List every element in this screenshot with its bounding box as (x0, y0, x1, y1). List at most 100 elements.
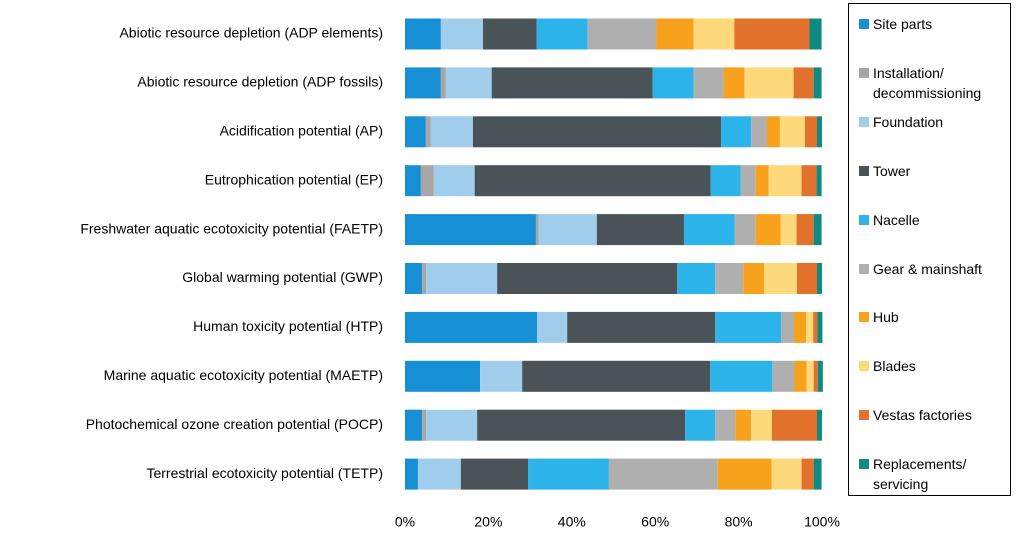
legend-label: Foundation (873, 113, 944, 130)
bar-segment (813, 311, 818, 343)
bar-segment (497, 263, 678, 294)
bar-segment (417, 458, 461, 490)
bar-segment (813, 67, 822, 99)
legend-label: Blades (873, 358, 916, 375)
legend-label: Replacements/ servicing (873, 456, 967, 493)
bar-segment (405, 311, 538, 343)
bar-segment (405, 263, 423, 294)
bar-segment (656, 18, 694, 50)
legend-swatch (859, 410, 869, 421)
legend-swatch (859, 312, 869, 323)
legend-item: Nacelle (859, 210, 1009, 230)
bar-segment (817, 311, 823, 343)
bar-segment (717, 458, 772, 490)
legend-swatch (859, 263, 869, 274)
bar-segment (405, 165, 421, 197)
bar-segment (474, 165, 711, 197)
bar-segment (460, 458, 529, 490)
bar-segment (405, 18, 441, 50)
legend-label: Installation/ decommissioning (873, 64, 982, 101)
bar-segment (685, 409, 716, 441)
bar-segment (793, 67, 814, 99)
bar-segment (794, 360, 807, 392)
bar-segment (715, 263, 744, 294)
x-tick-label: 20% (474, 514, 502, 530)
y-tick-label: Marine aquatic ecotoxicity potential (MA… (104, 367, 383, 383)
bar-segment (768, 165, 802, 197)
bar-segment (721, 116, 752, 148)
bar-segment (715, 311, 782, 343)
bar-segment (405, 67, 441, 99)
bar-segment (433, 165, 475, 197)
bar-segment (771, 458, 802, 490)
bar-segment (801, 458, 814, 490)
bar-segment (801, 165, 817, 197)
bar-segment (480, 360, 523, 392)
y-tick-label: Human toxicity potential (HTP) (193, 318, 383, 334)
bar-segment (755, 165, 769, 197)
bar-segment (779, 116, 805, 148)
bar-segment (652, 67, 694, 99)
bar-segment (772, 360, 795, 392)
bar-segment (734, 18, 810, 50)
y-tick-label: Freshwater aquatic ecotoxicity potential… (80, 220, 383, 236)
legend-swatch (859, 165, 869, 176)
legend-item: Gear & mainshaft (859, 259, 1009, 279)
bar-segment (710, 165, 741, 197)
bar-segment (440, 67, 446, 99)
bar-segment (405, 458, 418, 490)
y-tick-label: Abiotic resource depletion (ADP elements… (119, 25, 383, 41)
x-tick-label: 60% (641, 514, 669, 530)
bar-segment (405, 409, 423, 441)
bar-segment (796, 263, 817, 294)
bar-segment (751, 116, 767, 148)
bar-segment (755, 214, 781, 246)
bar-segment (608, 458, 718, 490)
bar-segment (734, 214, 756, 246)
legend-swatch (859, 67, 869, 78)
bar-segment (430, 116, 473, 148)
bar-segment (796, 214, 814, 246)
legend-swatch (859, 459, 869, 470)
bar-segment (536, 18, 588, 50)
x-tick-label: 0% (395, 514, 415, 530)
bar-segment (710, 360, 773, 392)
bar-segment (683, 214, 735, 246)
bar-segment (813, 458, 822, 490)
bar-segment (813, 360, 818, 392)
bar-segment (482, 18, 537, 50)
bar-segment (426, 409, 478, 441)
bar-segment (766, 116, 780, 148)
legend-swatch (859, 214, 869, 225)
bar-segment (817, 360, 823, 392)
bar-segment (693, 18, 735, 50)
bar-segment (816, 409, 822, 441)
legend-item: Installation/ decommissioning (859, 63, 1009, 103)
bar-segment (764, 263, 797, 294)
bar-segment (751, 409, 772, 441)
bar-segment (538, 214, 597, 246)
legend: Site parts Installation/ decommissioning F… (848, 3, 1011, 496)
y-tick-label: Abiotic resource depletion (ADP fossils) (137, 74, 383, 90)
legend-label: Hub (873, 309, 899, 326)
bar-segment (693, 67, 724, 99)
legend-label: Nacelle (873, 211, 920, 228)
bar-segment (806, 360, 814, 392)
bar-segment (780, 214, 797, 246)
legend-item: Site parts (859, 14, 1009, 34)
bar-segment (587, 18, 657, 50)
bar-segment (422, 409, 427, 441)
legend-item: Hub (859, 307, 1009, 327)
x-tick-label: 40% (558, 514, 586, 530)
legend-label: Tower (873, 162, 911, 179)
bar-segment (426, 263, 498, 294)
plot-area: Abiotic resource depletion (ADP elements… (80, 18, 840, 530)
bar-segment (743, 263, 765, 294)
bar-segment (528, 458, 609, 490)
y-tick-label: Global warming potential (GWP) (182, 269, 383, 285)
bar-segment (491, 67, 653, 99)
legend-label: Vestas factories (873, 407, 972, 424)
bar-segment (813, 214, 822, 246)
bar-segment (405, 360, 481, 392)
